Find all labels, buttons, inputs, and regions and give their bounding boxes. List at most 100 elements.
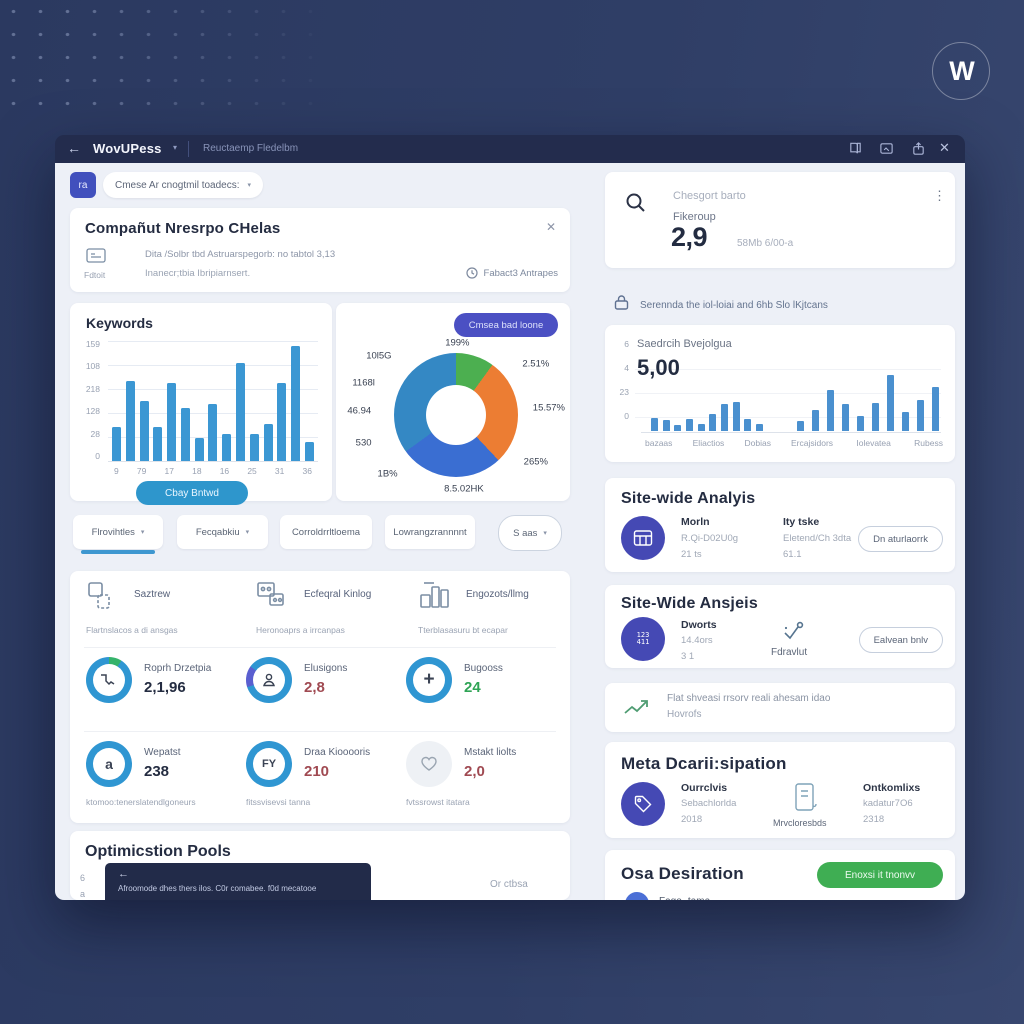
bar (842, 404, 849, 431)
app-window: ← WovUPess ▾ Reuctaemp Fledelbm ✕ ra Cme… (55, 135, 965, 900)
person-ring-icon (246, 657, 292, 703)
bar (167, 383, 177, 461)
notice-action-link[interactable]: Fabact3 Antrapes (410, 267, 558, 279)
active-tab-indicator (81, 550, 155, 554)
bar (139, 401, 149, 461)
stat-label: Roprh Drzetpia (144, 663, 212, 674)
window-icon[interactable] (879, 141, 895, 157)
toolbar-dropdown[interactable]: Cmese Ar cnogtmil toadecs: ▾ (103, 172, 264, 198)
stat-subtitle: fitssvisevsi tanna (246, 797, 311, 807)
page-name-label: Fago -tama (659, 896, 710, 900)
stat-label: Mstakt liolts (464, 747, 517, 758)
notice-icon-label: Fdtoit (84, 270, 106, 280)
overview-stats-card: Saztrew Flartnslacos a di ansgas Ecfeqra… (70, 571, 570, 823)
x-tick: 17 (164, 466, 174, 476)
stat-value: 2,1,96 (144, 679, 186, 696)
tab-lowrangzrannnnt[interactable]: Lowrangzrannnnt (385, 515, 475, 549)
tab-flrovihtles[interactable]: Flrovihtles ▾ (73, 515, 163, 549)
col-title: Ity tske (783, 516, 820, 528)
copy-pages-icon (86, 581, 118, 618)
bar (732, 402, 740, 431)
share-icon[interactable] (911, 141, 927, 157)
tab-fecqabkiu[interactable]: Fecqabkiu ▾ (177, 515, 268, 549)
donut-filter-button[interactable]: Cmsea bad loone (454, 313, 558, 337)
feature-title: Saztrew (134, 589, 171, 600)
feature-item[interactable]: Engozots/llmg Tterblasasuru bt ecapar (418, 581, 578, 639)
trend-note-card[interactable]: Flat shveasi rrsorv reali ahesam idao Ho… (605, 683, 955, 732)
stat-item[interactable]: a Wepatst 238 ktomoo:tenerslatendlgoneur… (86, 741, 246, 811)
line-chart-ring-icon (86, 657, 132, 703)
chevron-down-icon: ▾ (140, 529, 145, 536)
tab-saas-dropdown[interactable]: S aas ▾ (498, 515, 562, 551)
stat-item[interactable]: + Bugooss 24 (406, 657, 566, 727)
col-line: 61.1 (783, 549, 802, 560)
analysis-action-button[interactable]: Dn aturlaorrk (858, 526, 943, 552)
brand-w-logo: W (932, 42, 990, 100)
bar (827, 390, 834, 431)
donut-label: 1B% (377, 468, 398, 480)
notification-toast[interactable]: ← Afroomode dhes thers ilos. C0r comabee… (105, 863, 371, 900)
bar (112, 427, 121, 461)
stat-item[interactable]: Elusigons 2,8 (246, 657, 406, 727)
col-line: R.Qi-D02U0g (681, 533, 739, 544)
book-icon[interactable] (848, 141, 864, 157)
analysis-action-button[interactable]: Ealvean bnlv (858, 627, 943, 653)
donut-label: 8.5.02HK (444, 483, 484, 495)
stat-item[interactable]: Mstakt liolts 2,0 fvtssrowst itatara (406, 741, 566, 811)
feature-item[interactable]: Ecfeqral Kinlog Heronoaprs a irrcanpas (256, 581, 416, 639)
donut-label: 10l5G (366, 350, 392, 362)
y-tick: 0 (624, 411, 629, 421)
search-placeholder[interactable]: Chesgort barto (673, 190, 746, 202)
toolbar-dropdown-label: Cmese Ar cnogtmil toadecs: (115, 179, 240, 191)
grouped-boxes-icon (256, 581, 290, 618)
toolbar-app-chip[interactable]: ra (70, 172, 96, 198)
bar (249, 434, 259, 461)
toolbar-chip-glyph: ra (78, 179, 88, 191)
mini-chart-left-x-axis: bazaas Eliactios Dobias (645, 438, 771, 448)
stat-item[interactable]: FY Draa Kiooooris 210 fitssvisevsi tanna (246, 741, 406, 811)
day-filter-button[interactable]: Cbay Bntwd (136, 481, 248, 505)
trend-up-icon (623, 695, 653, 724)
bar (902, 412, 909, 431)
card-title: Site-Wide Ansjeis (621, 595, 758, 612)
back-arrow-icon[interactable]: ← (118, 868, 129, 880)
notice-card: Compañut Nresrpo CHelas ✕ Fdtoit Dita /S… (70, 208, 570, 292)
feature-item[interactable]: Saztrew Flartnslacos a di ansgas (86, 581, 246, 639)
search-stat-card: Chesgort barto Fikeroup 2,9 58Mb 6/00-a … (605, 172, 955, 268)
keywords-x-axis: 9 79 17 18 16 25 31 36 (108, 466, 318, 476)
stat-item[interactable]: Roprh Drzetpia 2,1,96 (86, 657, 246, 727)
close-icon[interactable]: ✕ (546, 220, 557, 234)
notice-line1: Dita /Solbr tbd Astruarspegorb: no tabto… (145, 249, 336, 260)
donut-label: 1168l (352, 377, 375, 389)
bar (917, 400, 924, 431)
stat-label: Elusigons (304, 663, 348, 674)
secure-note: Serennda the iol-loiai and 6hb Slo lKjtc… (613, 293, 953, 317)
tab-label: Corroldrrltloema (291, 526, 361, 538)
y-tick: 128 (85, 406, 100, 417)
y-tick: 4 (624, 363, 629, 373)
col-title: Morln (681, 516, 710, 528)
col-title: Ourrclvis (681, 782, 728, 794)
bar (932, 387, 939, 431)
app-title-caret-icon[interactable]: ▾ (173, 143, 178, 152)
primary-green-button[interactable]: Enoxsi it tnonvv (817, 862, 943, 888)
col-line: Sebachlorlda (681, 798, 737, 809)
tab-label: Lowrangzrannnnt (393, 526, 467, 538)
chevron-down-icon: ▾ (247, 182, 252, 189)
donut-label: 46.94 (347, 405, 372, 417)
donut-chart: 199% 2.51% 15.57% 265% 8.5.02HK 1B% 530 46.94 11… (344, 337, 565, 495)
x-tick: 16 (219, 466, 230, 476)
back-arrow-icon[interactable]: ← (67, 140, 81, 156)
trend-line2: Hovrofs (667, 709, 702, 720)
donut-label: 530 (355, 437, 372, 449)
close-icon[interactable]: ✕ (939, 140, 950, 155)
tab-corroldrrltloema[interactable]: Corroldrrltloema (280, 515, 372, 549)
bar (720, 404, 728, 431)
stat-value: 210 (304, 763, 330, 780)
kebab-menu-icon[interactable]: ⋮ (933, 188, 946, 203)
x-tick: 79 (136, 466, 147, 476)
analytics-value: 5,00 (637, 355, 680, 380)
bar (208, 404, 218, 461)
y-tick: 108 (85, 361, 100, 372)
